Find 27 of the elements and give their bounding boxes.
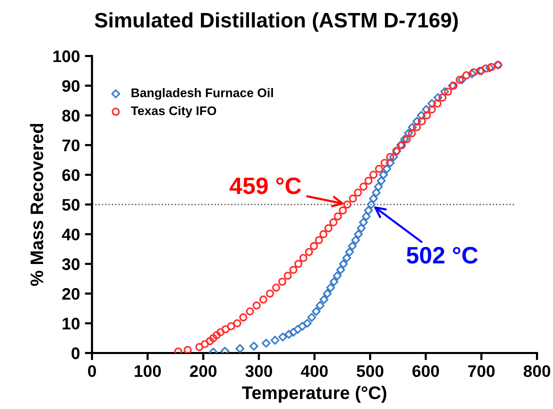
y-tick-label: 100 [53, 50, 80, 62]
y-axis-title: % Mass Recovered [30, 124, 44, 286]
legend-label: Texas City IFO [130, 106, 216, 118]
y-tick-label: 0 [72, 347, 80, 360]
x-tick-label: 700 [468, 365, 495, 378]
y-tick-label: 30 [62, 258, 80, 270]
y-tick-label: 60 [62, 169, 80, 182]
chart-title: Simulated Distillation (ASTM D-7169) [94, 12, 458, 32]
legend-label: Bangladesh Furnace Oil [132, 88, 273, 100]
x-tick-label: 300 [245, 365, 272, 378]
x-tick-label: 200 [190, 365, 216, 378]
x-tick-label: 0 [88, 365, 96, 378]
x-tick-label: 800 [524, 365, 550, 378]
x-tick-label: 400 [300, 365, 328, 378]
x-axis-title: Temperature (°C) [242, 386, 386, 403]
y-tick-label: 90 [62, 80, 80, 92]
annotation: 459 °C [230, 177, 302, 194]
annotation: 502 °C [406, 246, 478, 264]
x-tick-label: 600 [412, 365, 439, 378]
y-tick-label: 70 [62, 140, 80, 152]
y-tick-label: 50 [62, 198, 80, 211]
x-tick-label: 100 [134, 365, 161, 378]
y-tick-label: 10 [62, 318, 80, 330]
y-tick-label: 40 [62, 228, 80, 240]
x-tick-label: 500 [356, 365, 384, 378]
y-tick-label: 20 [62, 288, 80, 300]
y-tick-label: 80 [62, 110, 80, 122]
